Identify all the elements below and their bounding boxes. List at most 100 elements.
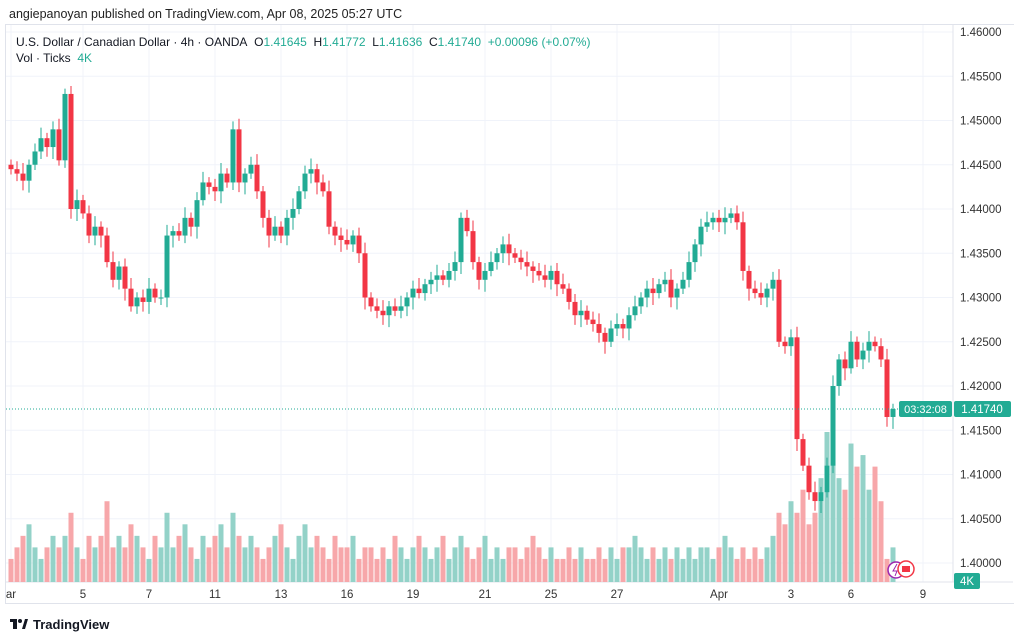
x-tick-label: 5 [80,589,86,601]
open-label: O [254,35,264,49]
candle-body [134,297,140,307]
volume-bar [692,558,698,582]
volume-bar [722,535,728,582]
volume-bar [140,547,146,582]
candle-body [692,244,698,263]
volume-bar [458,535,464,582]
volume-bar [218,524,224,582]
candle-body [656,284,662,294]
high-label: H [313,35,323,49]
volume-bar [26,524,32,582]
volume-bar [614,558,620,582]
volume-bar [392,535,398,582]
volume-bar [656,558,662,582]
chart-legend: U.S. Dollar / Canadian Dollar · 4h · OAN… [16,34,590,66]
volume-bar [452,547,458,582]
candle-body [710,217,716,223]
candle-body [764,288,770,298]
x-tick-label: 3 [788,589,794,601]
last-price-badge [954,401,1011,418]
volume-bar [794,512,800,582]
candle-body [632,306,638,316]
volume-bar [626,547,632,582]
candle-body [92,226,98,236]
candle-body [734,213,740,223]
volume-bar [374,558,380,582]
volume-bar [578,547,584,582]
candle-body [644,288,650,298]
candle-body [602,332,608,342]
y-tick-label: 1.42500 [960,337,1002,349]
volume-bar [554,558,560,582]
candle-body [242,173,248,183]
candle-body [206,182,212,187]
candle-body [434,275,440,280]
x-tick-label: 9 [920,589,926,601]
candle-body [410,288,416,298]
change-value: +0.00096 (+0.07%) [487,35,591,49]
volume-bar [20,535,26,582]
candle-body [110,262,116,280]
volume-bar [386,558,392,582]
volume-label[interactable]: Vol · Ticks [16,51,71,65]
volume-bar [518,558,524,582]
volume-bar [800,489,806,582]
candle-body [476,262,482,280]
volume-bar [818,478,824,582]
footer-logo: TradingView [10,617,109,632]
candle-body [662,279,668,285]
y-tick-label: 1.46000 [960,27,1002,39]
volume-bar [830,455,836,582]
volume-bar [344,547,350,582]
candle-body [848,341,854,369]
volume-bar [566,547,572,582]
symbol-title[interactable]: U.S. Dollar / Canadian Dollar · 4h · OAN… [16,35,248,49]
x-tick-label: 16 [341,589,354,601]
volume-bar [488,558,494,582]
candle-body [176,231,182,236]
candle-body [140,297,146,302]
volume-bar [74,547,80,582]
volume-bar [404,558,410,582]
volume-bar [698,547,704,582]
x-tick-label: 7 [146,589,152,601]
candle-body [572,301,578,316]
volume-bar [206,547,212,582]
volume-bar [380,547,386,582]
candle-body [860,350,866,360]
candle-body [356,235,362,254]
candle-body [686,262,692,280]
candle-body [302,173,308,192]
candle-body [746,270,752,289]
candle-body [320,182,326,192]
volume-bar [410,547,416,582]
candle-body [674,288,680,298]
candle-body [470,231,476,263]
volume-bar [278,524,284,582]
y-tick-label: 1.42000 [960,381,1002,393]
candle-body [284,217,290,236]
volume-bar [770,535,776,582]
y-tick-label: 1.43500 [960,248,1002,260]
candle-body [506,244,512,254]
volume-bar [542,558,548,582]
candle-body [200,182,206,201]
candle-body [26,164,32,181]
volume-bar [224,547,230,582]
volume-bar [284,547,290,582]
candle-body [98,226,104,236]
volume-bar [470,558,476,582]
candle-body [650,288,656,294]
candle-body [824,465,830,493]
candle-body [398,306,404,311]
x-tick-label: 19 [407,589,420,601]
candle-body [224,173,230,183]
volume-value: 4K [77,51,93,65]
candle-body [32,151,38,165]
close-value: 1.41740 [437,35,482,49]
open-value: 1.41645 [263,35,307,49]
volume-bar [314,535,320,582]
candle-body [482,270,488,280]
candle-body [212,186,218,192]
